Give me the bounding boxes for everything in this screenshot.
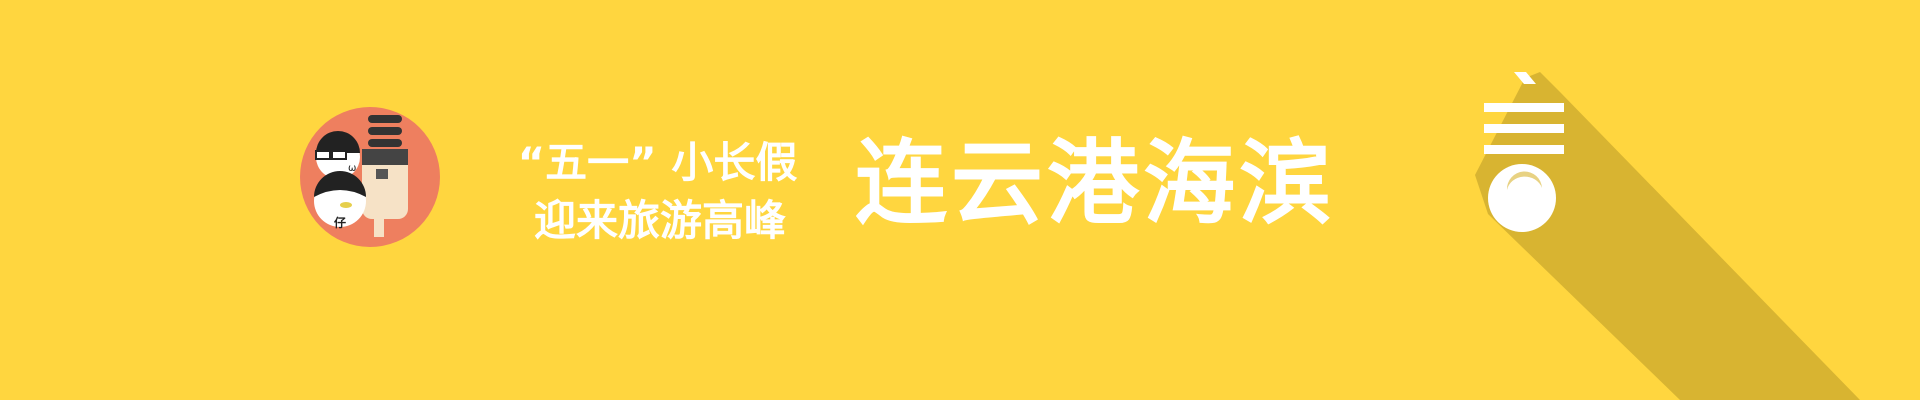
tagline-line-2-text: 迎来旅游高峰 — [533, 196, 786, 245]
hamburger-menu-icon — [1484, 72, 1564, 154]
tall-figure — [362, 115, 408, 237]
tagline-line-2: 迎来旅游高峰 — [510, 194, 810, 248]
tagline-line-1-text: “五一” 小长假 — [517, 138, 798, 187]
badge-eye-glyph: ω — [348, 163, 356, 174]
white-circle-icon — [1488, 164, 1556, 232]
badge-zai-glyph: 仔 — [334, 215, 346, 230]
front-figure: 仔 — [314, 171, 366, 230]
tagline-line-1: “五一” 小长假 — [495, 136, 820, 190]
long-shadow — [1475, 72, 1860, 400]
glasses-figure: ω — [315, 131, 360, 179]
cartoon-faces-badge-icon: ω 仔 — [300, 107, 440, 247]
headline: 连云港海滨 — [855, 130, 1336, 237]
